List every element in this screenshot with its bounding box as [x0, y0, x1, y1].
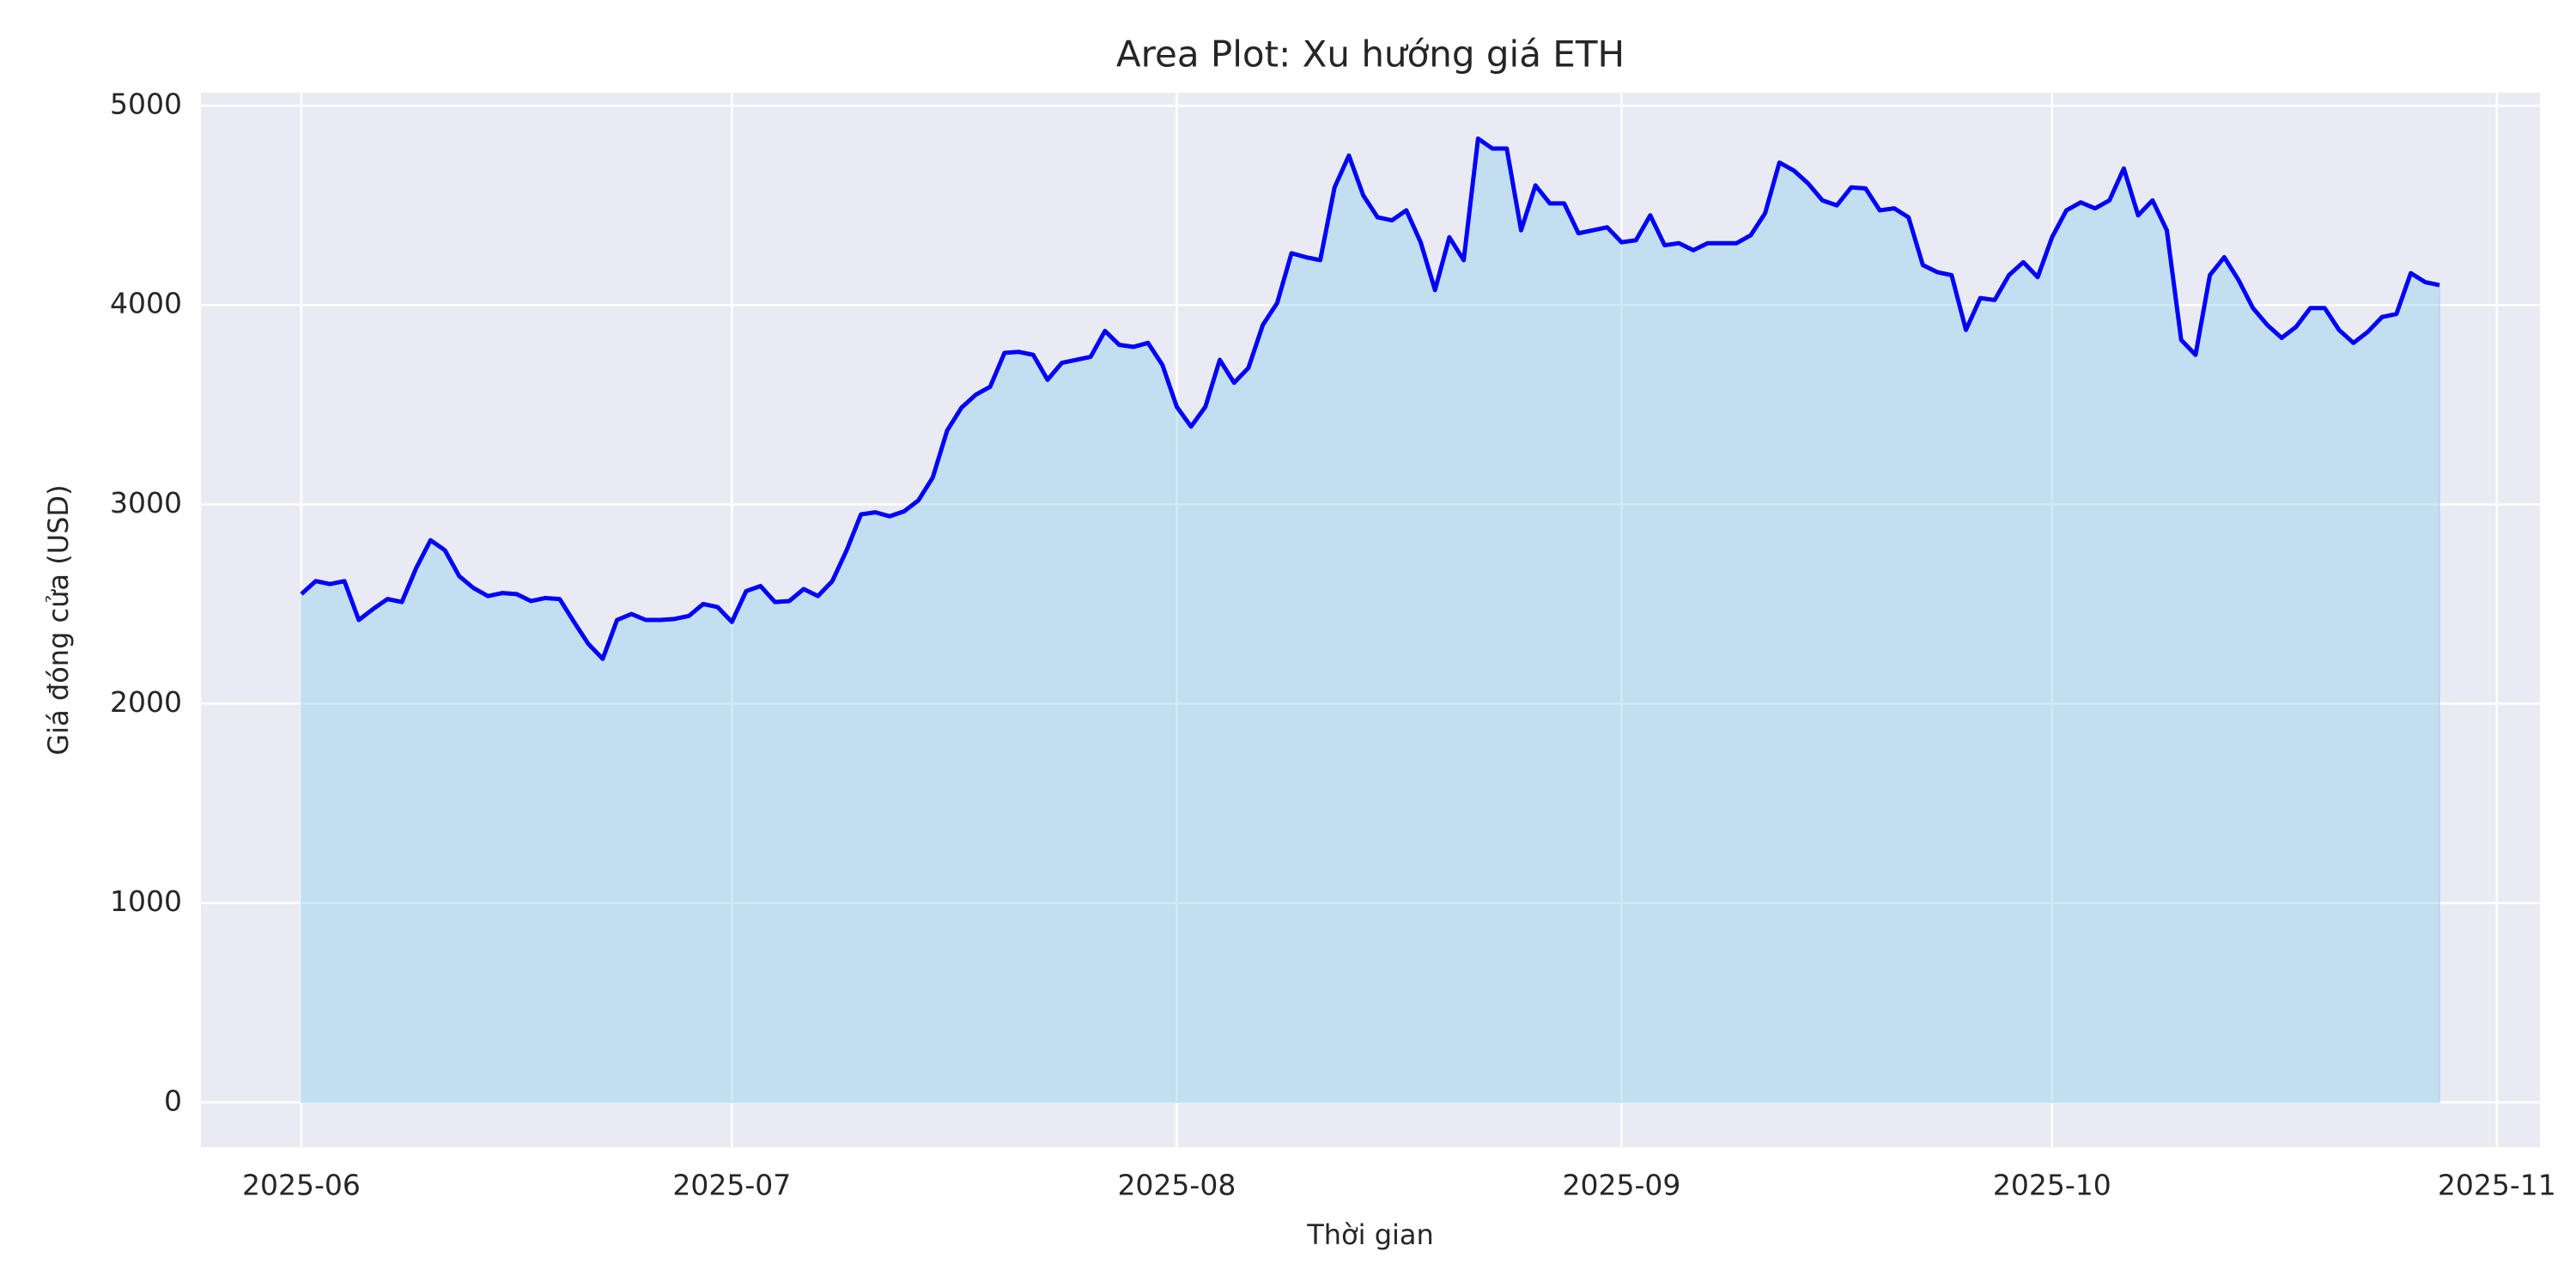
chart-title: Area Plot: Xu hướng giá ETH [1116, 33, 1625, 76]
x-tick-label: 2025-11 [2438, 1169, 2556, 1202]
y-tick-label: 2000 [110, 685, 182, 719]
y-axis-label: Giá đóng cửa (USD) [42, 484, 75, 755]
y-tick-label: 1000 [110, 884, 182, 918]
plot-background [201, 93, 2540, 1147]
y-tick-label: 4000 [110, 287, 182, 320]
marks [300, 136, 2441, 1103]
x-tick-label: 2025-07 [672, 1169, 791, 1202]
price-line [300, 136, 2440, 661]
y-tick-label: 5000 [110, 88, 182, 121]
x-tick-label: 2025-09 [1563, 1169, 1681, 1202]
x-tick-label: 2025-08 [1117, 1169, 1236, 1202]
grid [201, 93, 2540, 1147]
x-tick-label: 2025-10 [1993, 1169, 2111, 1202]
y-tick-label: 3000 [110, 486, 182, 519]
labels: 0 1000 2000 3000 4000 5000 2025-06 2025-07 2025-… [110, 88, 2556, 1202]
x-tick-label: 2025-06 [242, 1169, 361, 1202]
y-tick-label: 0 [164, 1084, 182, 1117]
x-axis-label: Thời gian [1306, 1218, 1434, 1251]
